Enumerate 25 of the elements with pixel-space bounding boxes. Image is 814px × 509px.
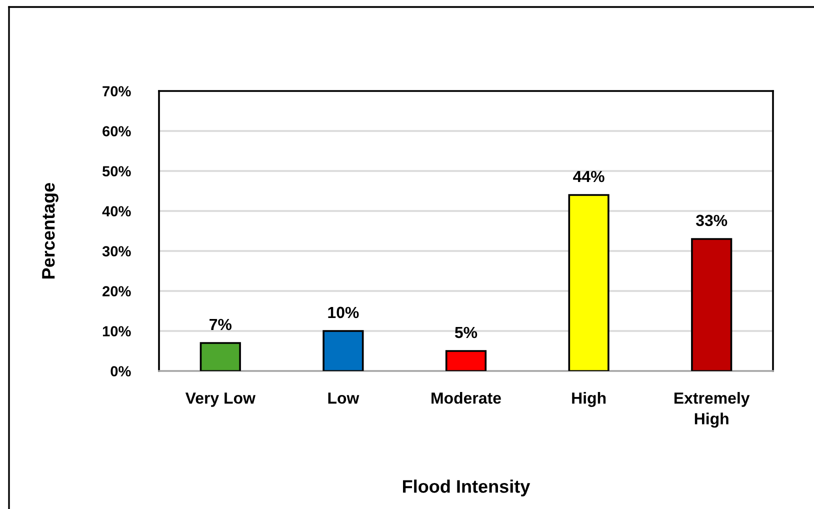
x-tick-label: High [572,392,606,407]
bar [445,350,487,371]
y-axis-title: Percentage [42,182,58,278]
y-tick-label: 20% [102,286,131,296]
y-tick-label: 60% [102,126,131,136]
x-axis-title: Flood Intensity [403,480,530,496]
bar [200,342,241,371]
x-tick-label: Very Low [185,392,256,407]
x-tick-label: Moderate [432,392,501,404]
bar [322,330,364,371]
bar [568,194,610,371]
y-tick-label: 0% [110,366,131,376]
data-label: 5% [454,326,478,338]
data-label: 7% [210,318,232,330]
x-tick-label: Low [328,392,360,404]
data-label: 10% [328,306,359,318]
bar [691,238,732,371]
data-label: 33% [696,214,728,226]
y-tick-label: 10% [102,326,131,336]
y-tick-label: 50% [102,166,131,176]
data-label: 44% [573,170,604,182]
y-tick-label: 40% [102,206,131,216]
y-tick-label: 70% [102,86,131,96]
y-tick-label: 30% [102,246,131,256]
x-tick-label: Extremely High [674,392,750,428]
